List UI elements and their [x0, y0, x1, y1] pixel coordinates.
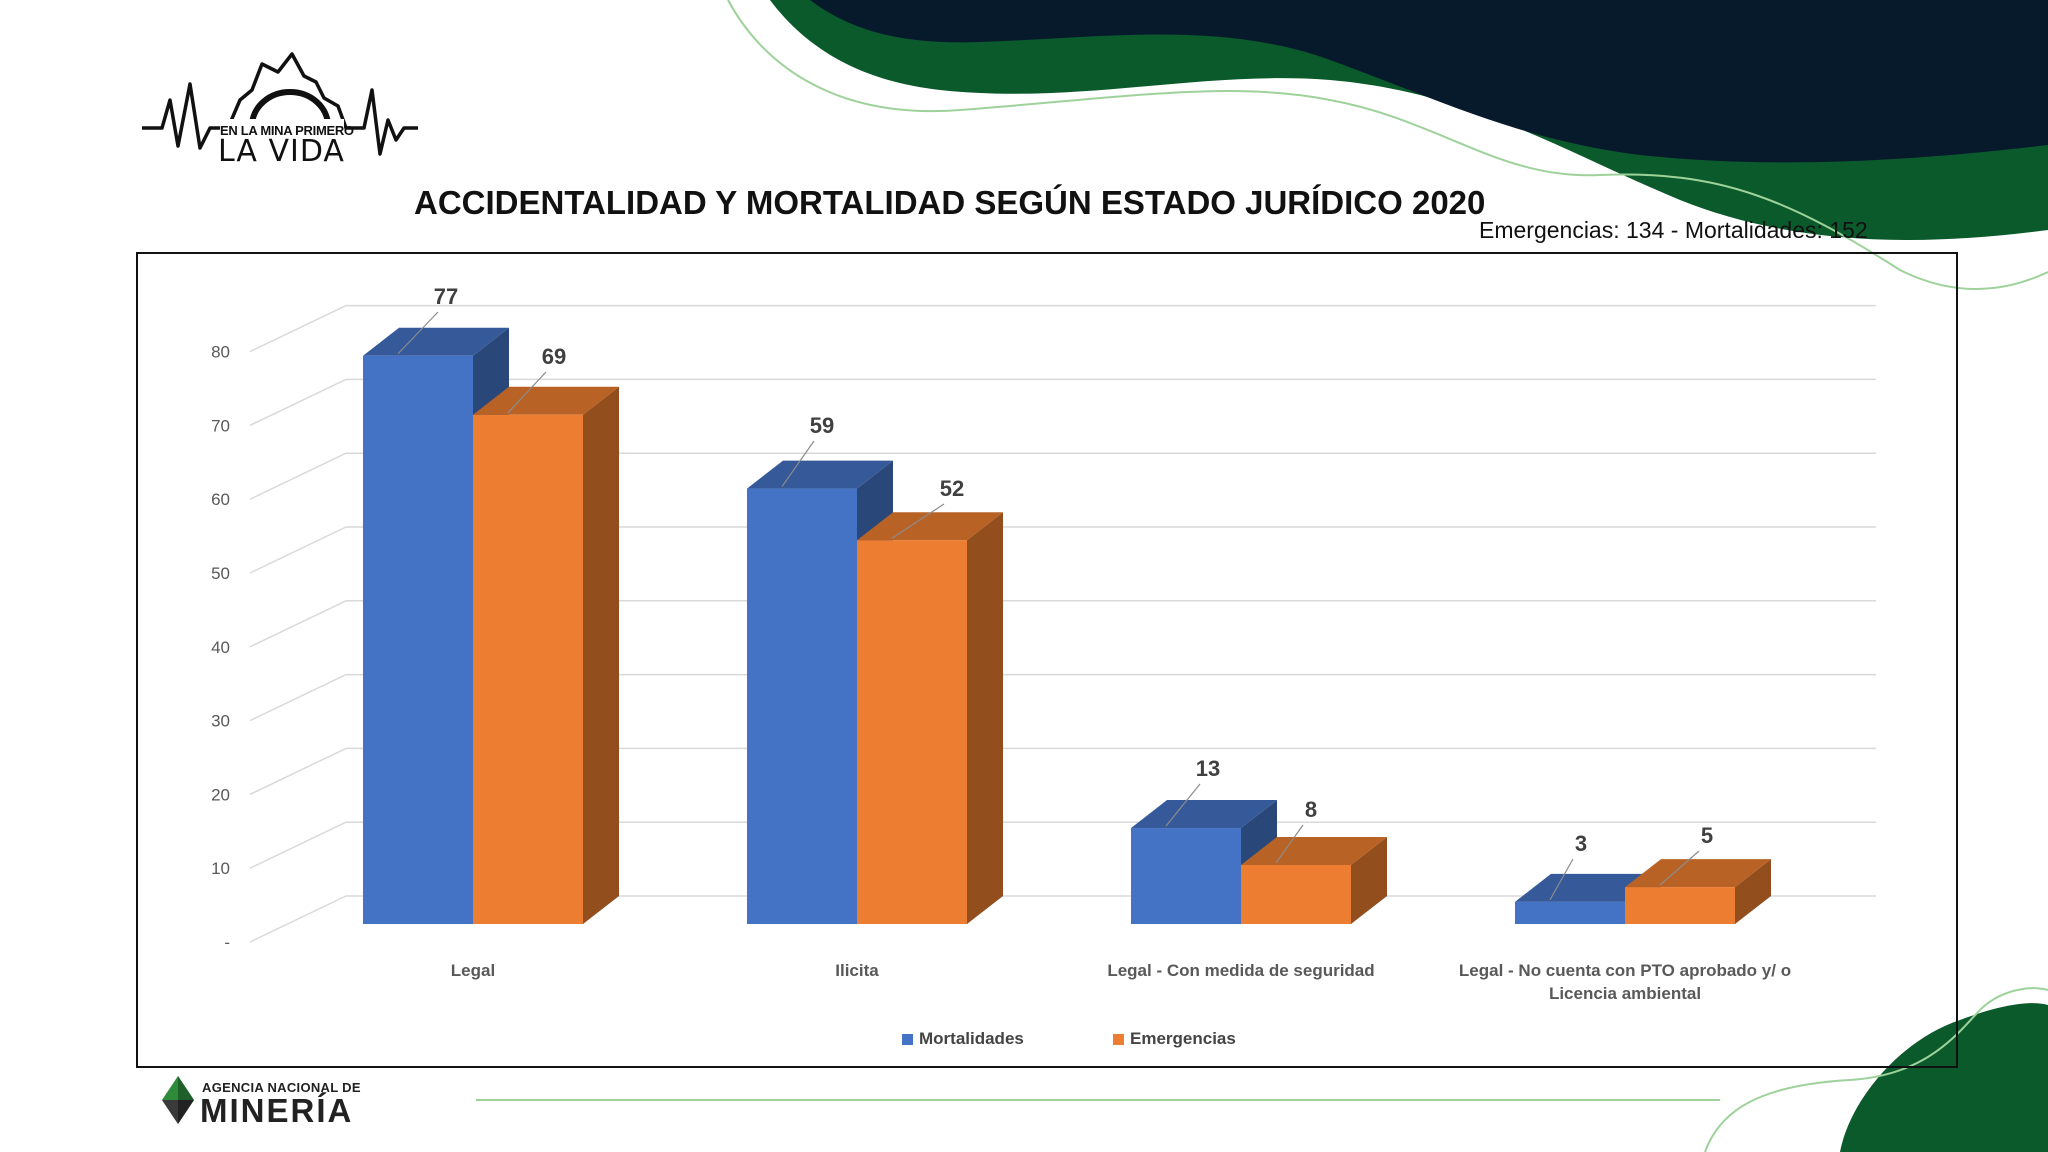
anm-line1: AGENCIA NACIONAL DE: [202, 1080, 361, 1095]
data-label: 13: [1196, 756, 1220, 781]
chart-subtitle: Emergencias: 134 - Mortalidades: 152: [1479, 217, 1868, 243]
bar: [747, 488, 857, 924]
data-label: 3: [1575, 831, 1587, 856]
bar: [1625, 887, 1735, 924]
chart-legend: Mortalidades Emergencias: [0, 1029, 2048, 1053]
bar-top: [857, 512, 1003, 541]
data-label-leader: [1165, 783, 1201, 827]
brand-logo-la-vida: EN LA MINA PRIMERO LA VIDA: [140, 50, 430, 170]
bottom-wave-line: [1704, 987, 2048, 1152]
gridline-side: [249, 452, 347, 500]
x-tick-label: Ilicita: [835, 961, 879, 980]
gridline-side: [249, 600, 347, 648]
bar: [1241, 864, 1351, 924]
anm-line2: MINERÍA: [200, 1092, 354, 1129]
data-label-leader: [781, 440, 815, 487]
diamond-logo-icon: [162, 1076, 194, 1124]
gridline-side: [249, 821, 347, 869]
bar-top: [1515, 873, 1661, 902]
y-tick-label: -: [224, 933, 230, 952]
y-tick-label: 70: [211, 416, 230, 435]
data-label-leader: [507, 371, 547, 414]
x-tick-label: Legal - No cuenta con PTO aprobado y/ o: [1459, 961, 1791, 980]
bar-top: [747, 460, 893, 489]
legend-swatch-orange: [1113, 1033, 1124, 1045]
bar-top: [1625, 859, 1771, 888]
bar: [1131, 828, 1241, 924]
data-label: 69: [542, 344, 566, 369]
legend-item-emergencias: Emergencias: [1113, 1029, 1236, 1049]
mountain-pulse-icon: [142, 52, 418, 156]
gridline-side: [249, 526, 347, 574]
data-label-leader: [1549, 858, 1574, 901]
y-tick-label: 50: [211, 564, 230, 583]
y-tick-label: 60: [211, 490, 230, 509]
bar-top: [363, 327, 509, 356]
bar: [857, 540, 967, 924]
category-group: 3 5 Legal - No cuenta con PTO aprobado y/ …: [1459, 823, 1791, 1003]
data-label: 59: [810, 413, 834, 438]
bar: [363, 355, 473, 924]
y-tick-label: 30: [211, 712, 230, 731]
data-label: 8: [1305, 797, 1317, 822]
x-tick-label: Licencia ambiental: [1549, 984, 1701, 1003]
bar-top: [1131, 800, 1277, 829]
bottom-wave-green: [1840, 1003, 2048, 1152]
bar: [1515, 901, 1625, 924]
legend-label-mortalidades: Mortalidades: [919, 1029, 1024, 1048]
y-tick-label: 40: [211, 638, 230, 657]
bar-side: [1351, 836, 1387, 924]
top-wave-line: [727, 0, 2048, 291]
y-tick-label: 20: [211, 785, 230, 804]
data-label: 77: [434, 284, 458, 309]
chart-title: ACCIDENTALIDAD Y MORTALIDAD SEGÚN ESTADO…: [414, 184, 1486, 221]
brand-logo-anm: AGENCIA NACIONAL DE MINERÍA: [158, 1072, 388, 1132]
y-tick-label: 80: [211, 343, 230, 362]
category-group: 77 69 Legal: [363, 284, 619, 980]
gridline-side: [249, 747, 347, 796]
x-tick-label: Legal - Con medida de seguridad: [1107, 961, 1374, 980]
data-label-leader: [1275, 824, 1304, 864]
legend-item-mortalidades: Mortalidades: [902, 1029, 1024, 1049]
data-label: 52: [940, 476, 964, 501]
category-group: 13 8 Legal - Con medida de seguridad: [1107, 756, 1387, 980]
data-label-leader: [1659, 850, 1700, 886]
bar-side: [583, 386, 619, 924]
bar-top: [1241, 836, 1387, 865]
bar: [473, 414, 583, 924]
x-tick-label: Legal: [451, 961, 495, 980]
bar-side: [967, 512, 1003, 924]
legend-swatch-blue: [902, 1033, 913, 1045]
bar-side: [1735, 859, 1771, 924]
gridline-side: [249, 304, 347, 353]
chart-frame: [136, 252, 1958, 1068]
gridline-side: [249, 895, 347, 943]
data-label-leader: [891, 503, 945, 539]
logo-tagline: EN LA MINA PRIMERO: [220, 123, 354, 138]
category-group: 59 52 Ilicita: [747, 413, 1003, 980]
gridline-side: [249, 378, 347, 427]
data-label: 5: [1701, 823, 1713, 848]
y-tick-label: 10: [211, 859, 230, 878]
legend-label-emergencias: Emergencias: [1130, 1029, 1236, 1048]
top-wave-navy: [810, 0, 2048, 163]
gridline-side: [249, 673, 347, 722]
logo-wordmark: LA VIDA: [218, 134, 345, 169]
bar-top: [473, 386, 619, 415]
data-label-leader: [397, 311, 439, 355]
